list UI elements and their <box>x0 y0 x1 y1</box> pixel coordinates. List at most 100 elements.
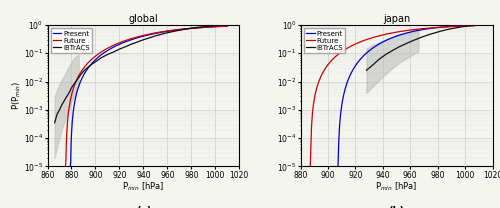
IBTrACS <box>98 56 104 59</box>
Title: japan: japan <box>383 14 410 24</box>
IBTrACS <box>403 42 409 45</box>
Present <box>436 26 442 29</box>
IBTrACS <box>122 46 128 48</box>
IBTrACS <box>110 51 116 53</box>
IBTrACS <box>140 38 146 41</box>
IBTrACS <box>80 70 86 73</box>
IBTrACS <box>164 31 170 34</box>
IBTrACS <box>88 64 94 66</box>
Line: Future: Future <box>310 26 474 166</box>
Future <box>180 28 186 30</box>
IBTrACS <box>206 25 212 27</box>
IBTrACS <box>104 53 110 56</box>
IBTrACS <box>410 39 416 42</box>
Future <box>308 165 314 168</box>
IBTrACS <box>438 30 444 32</box>
IBTrACS <box>116 48 122 50</box>
IBTrACS <box>370 63 376 66</box>
IBTrACS <box>71 83 77 85</box>
Future <box>327 61 333 63</box>
IBTrACS <box>188 27 194 29</box>
Future <box>62 165 68 168</box>
Present <box>68 165 73 168</box>
IBTrACS <box>382 53 388 56</box>
Future <box>82 65 88 68</box>
Future <box>472 25 478 27</box>
Line: Present: Present <box>338 25 476 166</box>
Future <box>426 27 432 29</box>
IBTrACS <box>194 26 200 29</box>
IBTrACS <box>158 33 164 36</box>
IBTrACS <box>376 58 382 61</box>
IBTrACS <box>430 32 436 35</box>
Present <box>180 28 186 30</box>
Present <box>224 25 230 27</box>
Present <box>390 36 396 39</box>
IBTrACS <box>53 117 59 120</box>
Future <box>180 28 186 30</box>
IBTrACS <box>84 67 90 69</box>
IBTrACS <box>128 43 134 45</box>
IBTrACS <box>66 92 72 94</box>
Legend: Present, Future, IBTrACS: Present, Future, IBTrACS <box>51 28 92 53</box>
X-axis label: P$_{min}$ [hPa]: P$_{min}$ [hPa] <box>376 181 418 193</box>
IBTrACS <box>396 46 402 48</box>
Title: global: global <box>128 14 158 24</box>
Present <box>473 24 479 27</box>
Present <box>182 28 188 30</box>
Present <box>434 26 440 29</box>
Future <box>361 39 367 42</box>
IBTrACS <box>364 69 370 72</box>
IBTrACS <box>222 24 228 26</box>
Present <box>130 38 136 41</box>
IBTrACS <box>444 28 450 31</box>
Future <box>224 25 230 27</box>
IBTrACS <box>218 24 224 26</box>
Legend: Present, Future, IBTrACS: Present, Future, IBTrACS <box>304 28 346 53</box>
Line: IBTrACS: IBTrACS <box>54 25 228 123</box>
IBTrACS <box>59 104 65 106</box>
Present <box>422 28 428 31</box>
IBTrACS <box>212 24 218 27</box>
IBTrACS <box>200 25 206 28</box>
Future <box>427 27 433 29</box>
Present <box>118 42 124 45</box>
Text: (a): (a) <box>136 206 151 208</box>
IBTrACS <box>451 27 457 29</box>
IBTrACS <box>424 34 430 37</box>
IBTrACS <box>458 26 464 28</box>
IBTrACS <box>176 29 182 31</box>
IBTrACS <box>417 37 423 39</box>
IBTrACS <box>92 61 98 63</box>
Y-axis label: P(P$_{min}$): P(P$_{min}$) <box>10 81 22 110</box>
Present <box>352 66 358 69</box>
Line: IBTrACS: IBTrACS <box>366 25 476 70</box>
IBTrACS <box>224 24 230 26</box>
Future <box>410 28 416 31</box>
IBTrACS <box>74 78 80 80</box>
IBTrACS <box>68 87 74 89</box>
IBTrACS <box>78 73 84 76</box>
IBTrACS <box>390 49 396 52</box>
Present <box>166 30 172 32</box>
Future <box>126 38 132 40</box>
IBTrACS <box>470 24 476 27</box>
IBTrACS <box>465 25 471 27</box>
IBTrACS <box>152 35 158 37</box>
Line: Present: Present <box>70 26 228 166</box>
Present <box>86 65 92 68</box>
IBTrACS <box>56 109 62 111</box>
IBTrACS <box>134 41 140 43</box>
Future <box>164 30 170 32</box>
IBTrACS <box>170 30 176 33</box>
IBTrACS <box>182 28 188 30</box>
Text: (b): (b) <box>388 206 404 208</box>
IBTrACS <box>473 24 479 26</box>
IBTrACS <box>62 97 68 100</box>
Future <box>115 42 121 45</box>
IBTrACS <box>54 113 60 115</box>
Present <box>334 165 340 168</box>
IBTrACS <box>146 37 152 39</box>
Line: Future: Future <box>66 26 228 166</box>
IBTrACS <box>52 121 58 124</box>
